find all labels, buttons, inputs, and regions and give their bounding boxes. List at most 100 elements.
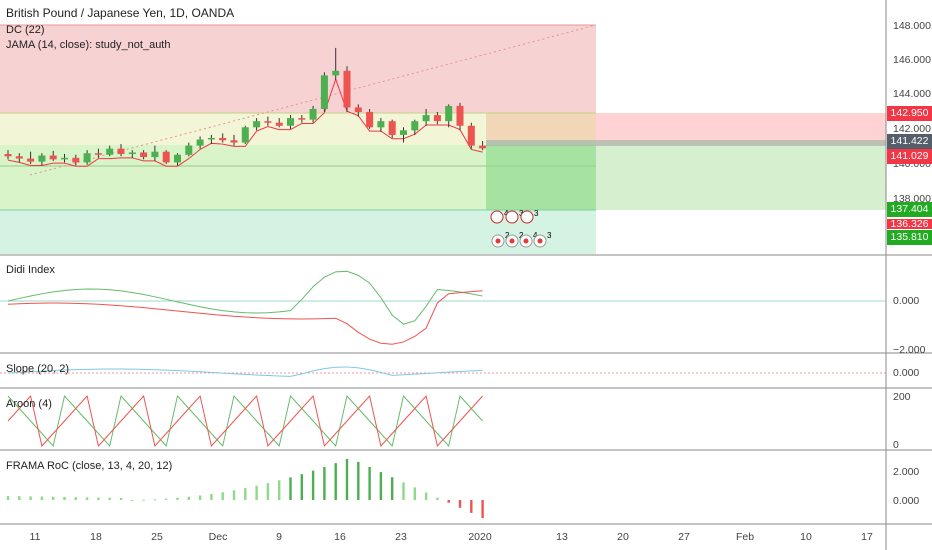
projection-orange [486,113,596,145]
price-tick: 142.000 [893,123,931,135]
donchian-zones [0,25,886,254]
x-tick: 20 [617,531,629,543]
frama-bar [424,492,428,500]
event-dot [537,238,543,244]
event-count: 3 [547,231,552,240]
price-band [486,140,886,146]
frama-bar [119,497,123,500]
zone-upper [0,25,596,113]
event-dot [523,238,529,244]
frama-bar [221,492,224,500]
frama-title[interactable]: FRAMA RoC (close, 13, 4, 20, 12) [6,460,173,472]
event-marker-flag [490,210,504,224]
frama-bar [244,488,247,500]
candle-body [230,140,238,143]
frama-bar [345,459,349,500]
slope-pane [0,366,886,377]
frama-bar [278,480,281,500]
frama-bar [334,463,337,500]
didi-title[interactable]: Didi Index [6,264,55,276]
candle-body [377,121,385,128]
candle-body [479,145,487,149]
aroon-down-line [7,394,483,448]
frama-bar [74,497,77,500]
candle-body [241,127,249,143]
candle-body [162,151,170,163]
aroon-tick: 200 [893,391,911,403]
event-count: 3 [519,209,524,218]
frama-bar [97,497,100,500]
aroon-up-line [7,394,483,448]
candle-body [27,158,35,162]
frama-bar [470,500,473,513]
x-tick: 18 [90,531,102,543]
candle-body [151,151,159,158]
frama-bar [458,500,462,508]
candle-body [467,125,475,146]
projection-green-ext [596,145,886,210]
candle-body [140,152,148,158]
x-tick: 23 [395,531,407,543]
frama-bar [447,500,450,503]
candle-body [320,75,328,109]
frama-bar [255,485,258,500]
price-tick: 148.000 [893,20,931,32]
candle-body [433,115,441,122]
aroon-pane [7,394,483,448]
event-count: 4 [504,209,509,218]
frama-histogram [6,459,484,518]
indicator-jama[interactable]: JAMA (14, close): study_not_auth [6,39,171,51]
frama-bar [436,497,439,500]
frama-bar [131,499,134,501]
price-label: 141.029 [887,149,932,164]
price-label: 136.326 [887,219,932,229]
indicator-dc[interactable]: DC (22) [6,24,45,36]
event-dot [509,238,515,244]
event-count: 2 [519,231,524,240]
x-tick: 17 [861,531,873,543]
candle-body [400,130,407,135]
candle-body [343,70,351,108]
projection-red [596,113,886,145]
frama-bar [176,497,179,500]
frama-bar [153,499,157,501]
frama-bar [210,493,213,500]
slope-line [7,366,483,377]
event-markers[interactable]: 4 3 32 2 4 3 [490,209,552,248]
candle-body [332,70,340,76]
candle-body [94,153,102,155]
candle-body [219,137,227,141]
frama-bar [357,461,360,500]
frama-bar [481,500,484,518]
candle-body [15,156,23,159]
frama-bar [368,466,371,500]
event-count: 4 [533,231,538,240]
frama-bar [323,466,326,500]
didi-green-line [7,270,483,325]
frama-bar [52,496,55,500]
frama-bar [40,496,44,500]
price-tick: 146.000 [893,54,931,66]
candle-body [61,157,68,160]
candle-body [4,154,12,157]
frama-bar [266,483,270,500]
frama-bar [108,497,111,500]
candle-body [196,139,204,146]
frama-bar [165,498,168,500]
candle-body [287,118,294,126]
candle-body [72,157,80,163]
candle-body [309,108,317,120]
price-label: 137.404 [887,202,932,217]
frama-bar [142,499,145,501]
aroon-title[interactable]: Aroon (4) [6,398,52,410]
frama-bar [198,495,202,500]
slope-title[interactable]: Slope (20, 2) [6,363,69,375]
price-label-current: 141.422 [887,134,932,149]
x-tick: 13 [556,531,568,543]
frama-tick: 2.000 [893,466,920,478]
candle-body [253,121,261,128]
didi-tick: −2.000 [893,344,926,356]
frama-bar [311,470,315,500]
